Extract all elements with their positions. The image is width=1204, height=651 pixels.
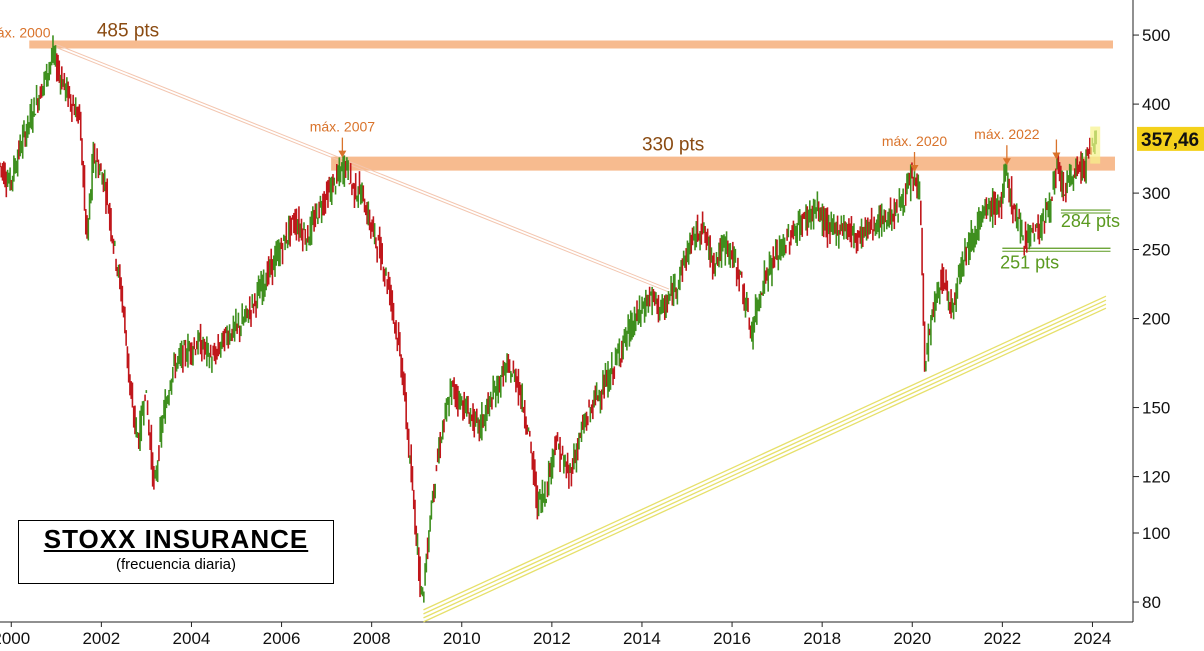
support-label-251: 251 pts xyxy=(1000,252,1059,272)
annotation-arrowhead xyxy=(338,150,347,158)
x-tick-label: 2016 xyxy=(713,629,751,648)
last-price-badge xyxy=(1137,126,1204,151)
annotation-label: máx. 2000 xyxy=(0,24,51,40)
resistance-band-330 xyxy=(331,156,1115,171)
y-tick-label: 250 xyxy=(1142,241,1170,260)
y-tick-label: 80 xyxy=(1142,593,1161,612)
y-tick-label: 100 xyxy=(1142,524,1170,543)
chart-subtitle: (frecuencia diaria) xyxy=(115,556,237,573)
last-price-highlight xyxy=(1090,126,1101,164)
x-tick-label: 2008 xyxy=(353,629,391,648)
diagonal-resistance-line xyxy=(56,47,670,293)
support-label-284: 284 pts xyxy=(1061,211,1120,231)
y-tick-label: 200 xyxy=(1142,310,1170,329)
x-tick-label: 2018 xyxy=(803,629,841,648)
annotation-arrowhead xyxy=(910,165,919,173)
annotation-label: máx. 2022 xyxy=(974,126,1040,142)
x-tick-label: 2002 xyxy=(82,629,120,648)
resistance-band-485 xyxy=(29,40,1113,49)
x-tick-label: 2024 xyxy=(1074,629,1112,648)
x-tick-label: 2022 xyxy=(983,629,1021,648)
x-tick-label: 2000 xyxy=(0,629,30,648)
x-tick-label: 2010 xyxy=(443,629,481,648)
x-tick-label: 2006 xyxy=(263,629,301,648)
x-tick-label: 2004 xyxy=(173,629,211,648)
y-tick-label: 120 xyxy=(1142,468,1170,487)
y-tick-label: 400 xyxy=(1142,95,1170,114)
annotation-arrowhead xyxy=(1052,152,1061,160)
annotation-label: máx. 2007 xyxy=(310,119,376,135)
support-trend-line xyxy=(423,303,1107,619)
y-tick-label: 500 xyxy=(1142,26,1170,45)
support-trend-line xyxy=(423,299,1107,615)
chart-title-box: STOXX INSURANCE (frecuencia diaria) xyxy=(18,520,334,584)
annotation-label: máx. 2020 xyxy=(882,133,948,149)
annotation-arrowhead xyxy=(1002,158,1011,166)
y-tick-label: 150 xyxy=(1142,399,1170,418)
chart-title: STOXX INSURANCE xyxy=(43,524,309,554)
x-tick-label: 2020 xyxy=(893,629,931,648)
x-tick-label: 2012 xyxy=(533,629,571,648)
resistance-label-485: 485 pts xyxy=(97,20,159,41)
resistance-label-330: 330 pts xyxy=(642,135,704,156)
x-tick-label: 2014 xyxy=(623,629,661,648)
support-trend-line xyxy=(423,295,1107,611)
support-trend-line xyxy=(423,307,1107,623)
last-price-label: 357,46 xyxy=(1141,130,1199,151)
y-tick-label: 300 xyxy=(1142,184,1170,203)
diagonal-resistance-line xyxy=(56,44,670,290)
